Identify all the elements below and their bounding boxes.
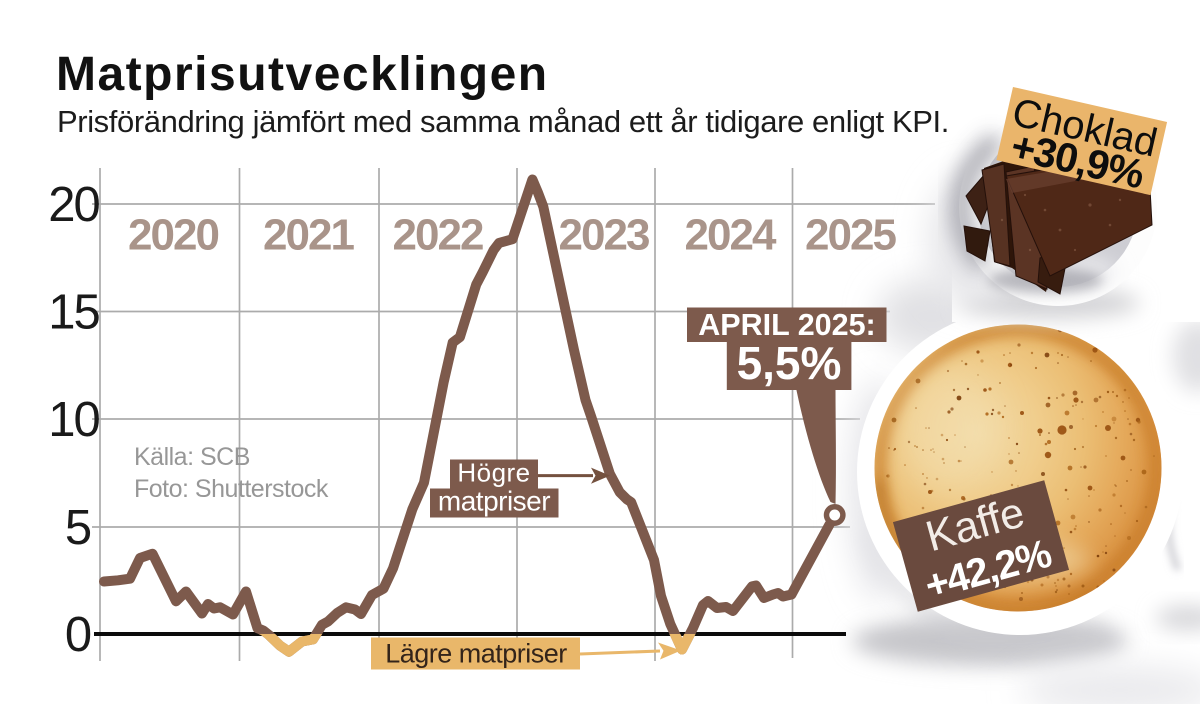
svg-text:2021: 2021: [263, 211, 354, 260]
svg-text:Matprisutvecklingen: Matprisutvecklingen: [56, 48, 549, 101]
svg-text:Lägre matpriser: Lägre matpriser: [385, 639, 567, 669]
svg-text:2023: 2023: [559, 211, 649, 260]
svg-text:2024: 2024: [685, 211, 777, 260]
svg-text:15: 15: [48, 286, 99, 340]
svg-text:Högre: Högre: [457, 458, 530, 488]
svg-text:Foto: Shutterstock: Foto: Shutterstock: [134, 475, 329, 503]
svg-text:20: 20: [48, 178, 99, 232]
svg-text:2020: 2020: [128, 211, 218, 260]
svg-text:2025: 2025: [805, 211, 896, 260]
svg-text:0: 0: [65, 608, 91, 662]
svg-text:5: 5: [65, 501, 91, 555]
svg-text:APRIL 2025:: APRIL 2025:: [698, 308, 875, 342]
svg-text:Prisförändring jämfört med sam: Prisförändring jämfört med samma månad e…: [57, 104, 949, 139]
svg-text:Källa: SCB: Källa: SCB: [134, 443, 250, 471]
svg-text:2022: 2022: [393, 211, 483, 260]
svg-text:10: 10: [48, 393, 99, 447]
svg-text:matpriser: matpriser: [438, 486, 550, 517]
svg-text:5,5%: 5,5%: [737, 337, 842, 389]
